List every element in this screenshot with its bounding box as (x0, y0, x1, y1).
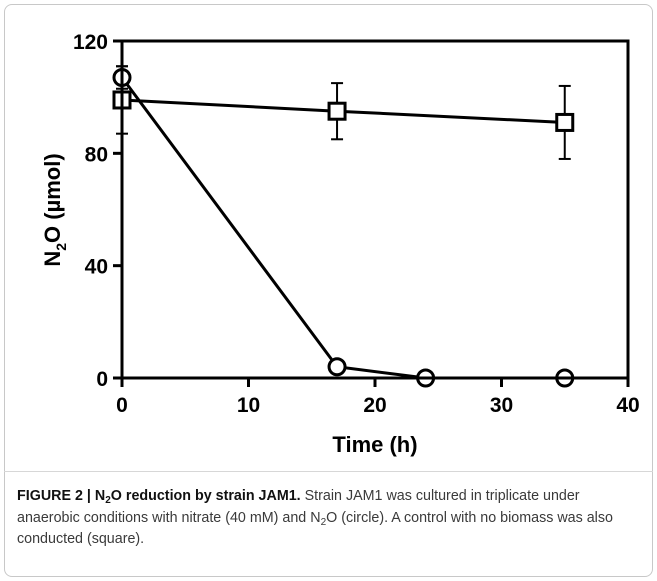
x-tick-label: 10 (237, 394, 260, 417)
y-tick-label: 120 (73, 31, 108, 54)
square-data-point (555, 112, 575, 132)
y-axis-label: N2O (µmol) (40, 153, 69, 266)
caption-text-2: O (circle). A control with no biomass wa… (17, 509, 613, 548)
figure-caption: FIGURE 2 | N2O reduction by strain JAM1.… (17, 486, 643, 551)
x-tick-label: 40 (616, 394, 639, 417)
x-tick-label: 30 (490, 394, 513, 417)
caption-text-1: Strain JAM1 was cultured in triplicate u… (17, 488, 580, 526)
caption-lead: FIGURE 2 | N2O reduction by strain JAM1. (17, 488, 301, 506)
chart: 0 10 20 30 40 0 40 80 120 N2O (µmol) Time (h) (40, 31, 640, 457)
y-tick-label: 40 (85, 256, 108, 279)
x-tick-label: 0 (116, 394, 128, 417)
x-tick-label: 20 (363, 394, 386, 417)
plot-area-border (120, 39, 630, 380)
y-tick-label: 0 (96, 368, 108, 391)
caption-divider (4, 471, 653, 472)
circle-data-point (327, 357, 347, 377)
square-data-point (327, 101, 347, 121)
y-tick-label: 80 (85, 143, 108, 166)
caption-subscript: 2 (320, 516, 327, 528)
circle-series-line (120, 76, 565, 380)
figure-frame (4, 4, 653, 577)
x-axis-label: Time (h) (332, 432, 417, 457)
